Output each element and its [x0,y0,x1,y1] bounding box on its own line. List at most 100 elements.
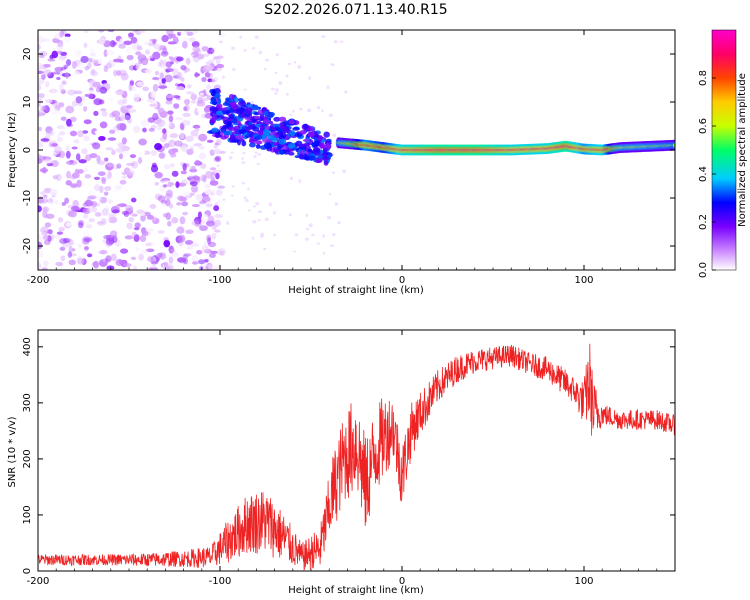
heatmap-cell [88,57,93,63]
heatmap-cell [198,146,206,150]
heatmap-cell [83,167,88,173]
heatmap-cell [84,245,89,252]
heatmap-cell [52,234,61,239]
heatmap-cell [216,55,224,59]
heatmap-cell [93,184,101,192]
heatmap-cell [257,153,262,156]
heatmap-cell [204,108,210,114]
heatmap-cell [304,142,310,146]
heatmap-cell [101,111,108,117]
heatmap-cell [129,154,137,159]
heatmap-cell [118,43,126,49]
heatmap-cell [123,40,133,46]
heatmap-cell [67,238,74,246]
heatmap-cell [105,237,115,246]
heatmap-cell [179,122,185,131]
heatmap-cell [105,147,114,151]
heatmap-cell [213,219,222,227]
heatmap-cell [293,61,297,64]
heatmap-cell [326,154,332,159]
heatmap-cell [83,246,89,250]
heatmap-cell [251,119,256,124]
heatmap-cell [43,187,52,194]
heatmap-cell [214,142,219,146]
heatmap-cell [60,255,66,262]
heatmap-cell [136,45,143,51]
heatmap-cell [58,83,64,92]
heatmap-cell [311,233,316,237]
heatmap-cell [77,130,84,138]
heatmap-cell [285,92,290,96]
heatmap-cell [101,177,107,185]
heatmap-cell [273,116,281,122]
heatmap-cell [83,42,88,48]
heatmap-cell [172,252,180,258]
heatmap-cell [283,148,290,155]
heatmap-cell [125,46,133,54]
heatmap-cell [140,120,150,127]
heatmap-cell [124,235,134,240]
heatmap-cell [142,127,147,133]
colorbar-tick-label: 0.4 [698,166,709,182]
heatmap-cell [143,150,151,155]
heatmap-cell [200,261,209,268]
heatmap-cell [141,57,149,66]
x-tick-label: -100 [209,576,232,587]
heatmap-cell [174,117,184,121]
heatmap-cell [156,252,163,258]
heatmap-cell [48,88,58,94]
heatmap-cell [130,256,137,261]
heatmap-cell [213,225,218,228]
heatmap-cell [50,201,55,206]
heatmap-cell [305,213,309,218]
heatmap-cell [75,153,81,161]
heatmap-cell [228,127,236,131]
heatmap-cell [251,236,255,240]
y-tick-label: -20 [22,238,33,254]
heatmap-cell [206,139,214,143]
heatmap-cell [328,192,332,196]
heatmap-cell [51,71,61,75]
heatmap-cell [185,229,194,235]
heatmap-cell [169,133,179,139]
heatmap-cell [249,142,256,148]
heatmap-cell [288,119,296,125]
heatmap-cell [189,192,195,196]
heatmap-cell [214,155,222,163]
heatmap-cell [279,149,285,155]
heatmap-cell [50,130,56,136]
heatmap-cell [95,87,101,93]
heatmap-cell [274,126,280,131]
heatmap-cell [273,210,276,215]
heatmap-cell [183,106,188,111]
heatmap-cell [64,36,71,44]
heatmap-cell [215,134,222,138]
heatmap-cell [88,218,95,223]
heatmap-cell [145,242,152,247]
heatmap-cell [239,35,242,39]
heatmap-cell [87,93,94,99]
heatmap-cell [121,210,130,216]
y-tick-label: 0 [22,568,33,574]
heatmap-cell [42,260,49,267]
heatmap-cell [222,198,226,201]
heatmap-cell [110,253,117,261]
heatmap-cell [203,182,211,187]
heatmap-cell [148,127,155,132]
heatmap-cell [205,201,213,209]
heatmap-cell [171,217,179,224]
heatmap-cell [243,88,247,91]
heatmap-cell [138,253,144,261]
heatmap-cell [306,108,312,113]
heatmap-cell [131,231,137,237]
heatmap-cell [156,119,166,127]
heatmap-cell [260,232,265,236]
heatmap-cell [182,117,191,125]
heatmap-cell [199,92,204,96]
heatmap-cell [81,148,88,155]
heatmap-cell [205,65,214,71]
heatmap-cell [209,106,217,112]
heatmap-cell [178,215,185,221]
heatmap-cell [326,85,330,90]
heatmap-cell [157,229,165,234]
